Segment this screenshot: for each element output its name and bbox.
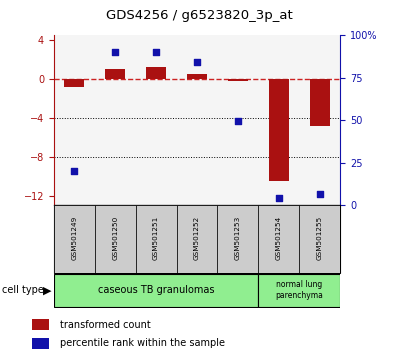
Text: normal lung
parenchyma: normal lung parenchyma <box>275 280 323 300</box>
Text: cell type: cell type <box>2 285 44 295</box>
Point <box>194 59 200 64</box>
Text: GSM501250: GSM501250 <box>112 216 118 260</box>
FancyBboxPatch shape <box>95 205 136 273</box>
Text: GSM501253: GSM501253 <box>235 216 241 260</box>
FancyBboxPatch shape <box>54 274 258 307</box>
Text: GSM501252: GSM501252 <box>194 216 200 260</box>
Text: caseous TB granulomas: caseous TB granulomas <box>98 285 214 295</box>
Text: percentile rank within the sample: percentile rank within the sample <box>60 338 225 348</box>
Bar <box>269 79 289 181</box>
Bar <box>310 79 330 126</box>
Point <box>317 191 323 196</box>
Point <box>71 169 77 174</box>
Point <box>112 49 118 55</box>
Text: GDS4256 / g6523820_3p_at: GDS4256 / g6523820_3p_at <box>105 10 293 22</box>
FancyBboxPatch shape <box>258 205 299 273</box>
Text: ▶: ▶ <box>43 285 51 295</box>
FancyBboxPatch shape <box>217 205 258 273</box>
Text: GSM501251: GSM501251 <box>153 216 159 260</box>
Text: GSM501249: GSM501249 <box>71 216 77 260</box>
Bar <box>228 79 248 81</box>
FancyBboxPatch shape <box>177 205 217 273</box>
Bar <box>32 338 49 349</box>
Bar <box>105 69 125 79</box>
Text: GSM501254: GSM501254 <box>276 216 282 260</box>
Text: GSM501255: GSM501255 <box>317 216 323 260</box>
FancyBboxPatch shape <box>258 274 340 307</box>
Bar <box>187 74 207 79</box>
Text: transformed count: transformed count <box>60 320 150 330</box>
Bar <box>146 68 166 79</box>
Point <box>235 118 241 124</box>
FancyBboxPatch shape <box>136 205 177 273</box>
Bar <box>64 79 84 87</box>
Bar <box>32 319 49 330</box>
FancyBboxPatch shape <box>299 205 340 273</box>
Point <box>153 49 159 55</box>
Point <box>276 195 282 200</box>
FancyBboxPatch shape <box>54 205 95 273</box>
